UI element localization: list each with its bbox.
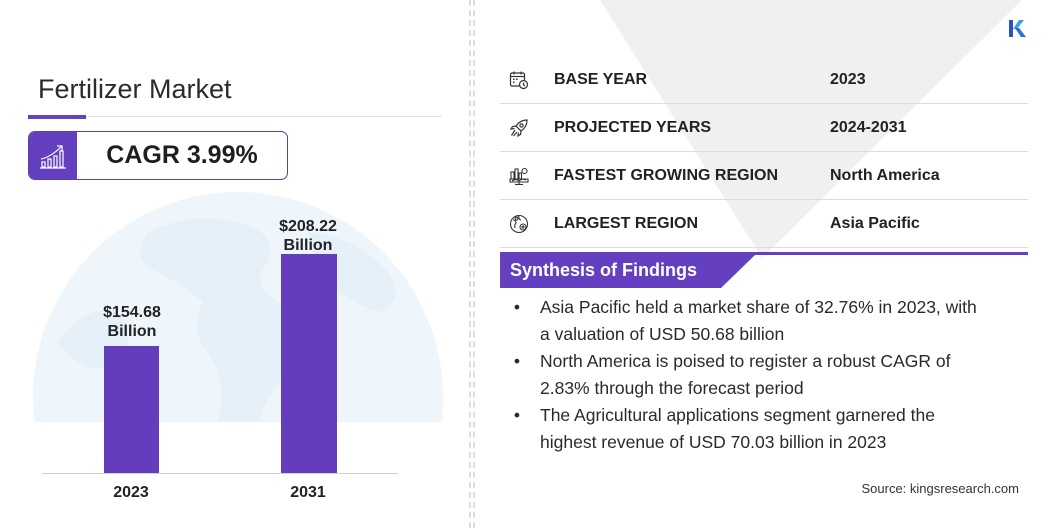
finding-text-line: Asia Pacific held a market share of 32.7…: [540, 297, 977, 317]
info-row-base-year: BASE YEAR 2023: [500, 56, 1028, 104]
title-rule: [28, 116, 442, 117]
info-row-largest-region: LARGEST REGION Asia Pacific: [500, 200, 1028, 248]
info-key-projected-years: PROJECTED YEARS: [554, 118, 712, 136]
bullet-icon: •: [513, 405, 521, 425]
title-accent-bar: [28, 115, 86, 119]
synthesis-title: Synthesis of Findings: [510, 260, 698, 280]
x-tick-2031: 2031: [290, 484, 326, 501]
finding-text-line: The Agricultural applications segment ga…: [540, 405, 935, 425]
info-row-fastest-growing-region: FASTEST GROWING REGION North America: [500, 152, 1028, 200]
market-size-bar-chart: $154.68 Billion $208.22 Billion 2023 203…: [42, 190, 398, 520]
report-info-table: BASE YEAR 2023 PROJECTED YEARS 2024-2031: [500, 56, 1028, 248]
info-value-largest-region: Asia Pacific: [830, 214, 920, 232]
synthesis-rule: [500, 252, 1028, 255]
cagr-badge: CAGR 3.99%: [28, 131, 288, 180]
findings-list: • Asia Pacific held a market share of 32…: [510, 294, 1030, 456]
info-row-projected-years: PROJECTED YEARS 2024-2031: [500, 104, 1028, 152]
bar-2031: [281, 254, 337, 473]
synthesis-header: Synthesis of Findings: [500, 255, 755, 288]
finding-text-line: a valuation of USD 50.68 billion: [540, 324, 785, 344]
bar-value-label-2031: $208.22 Billion: [279, 218, 337, 254]
bullet-icon: •: [513, 351, 521, 371]
growth-chart-icon: [29, 132, 77, 179]
finding-item: • Asia Pacific held a market share of 32…: [510, 294, 1030, 348]
globe-pin-icon: [500, 214, 554, 234]
finding-item: • The Agricultural applications segment …: [510, 402, 1030, 456]
cagr-value: CAGR 3.99%: [106, 141, 258, 169]
info-key-fastest-growing-region: FASTEST GROWING REGION: [554, 166, 779, 184]
finding-text-line: highest revenue of USD 70.03 billion in …: [540, 432, 887, 452]
page-title: Fertilizer Market: [38, 74, 232, 104]
info-value-fastest-growing-region: North America: [830, 166, 940, 184]
bar-2023: [104, 346, 159, 473]
finding-text-line: 2.83% through the forecast period: [540, 378, 804, 398]
city-growth-icon: [500, 166, 554, 186]
info-key-largest-region: LARGEST REGION: [554, 214, 699, 232]
x-tick-2023: 2023: [113, 484, 149, 501]
x-axis-line: [42, 473, 398, 474]
info-key-base-year: BASE YEAR: [554, 70, 648, 88]
finding-item: • North America is poised to register a …: [510, 348, 1030, 402]
finding-text-line: North America is poised to register a ro…: [540, 351, 951, 371]
calendar-clock-icon: [500, 70, 554, 90]
bullet-icon: •: [513, 297, 521, 317]
info-value-projected-years: 2024-2031: [830, 118, 907, 136]
panel-divider: [469, 0, 475, 528]
info-value-base-year: 2023: [830, 70, 866, 88]
source-credit: Source: kingsresearch.com: [861, 481, 1019, 496]
kings-research-logo-icon: [1009, 20, 1026, 37]
rocket-icon: [500, 118, 554, 138]
bar-value-label-2023: $154.68 Billion: [103, 304, 161, 340]
